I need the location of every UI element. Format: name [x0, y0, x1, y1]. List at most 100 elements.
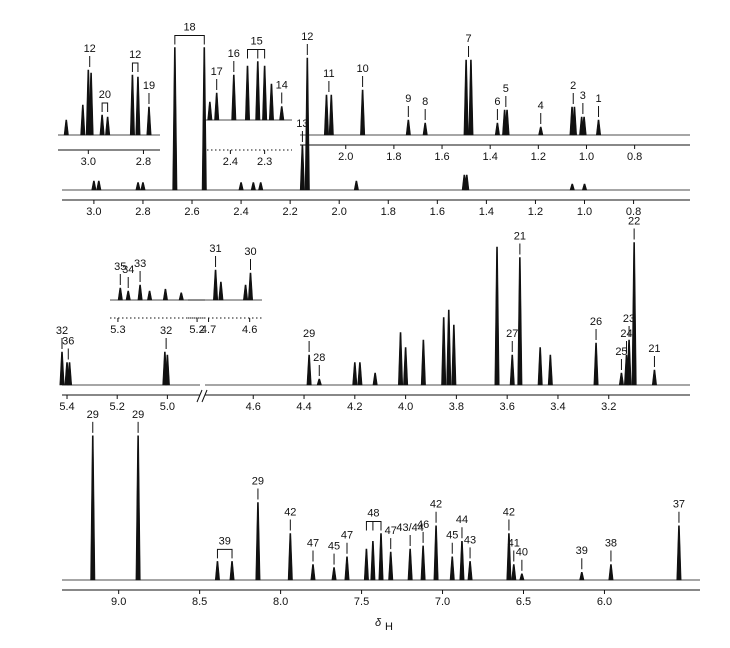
x-tick-label: 2.6: [184, 206, 199, 218]
peak-label: 36: [62, 335, 74, 347]
x-axis-label-sub: H: [385, 621, 393, 633]
peak-label: 43: [464, 534, 476, 546]
x-tick-label: 2.8: [136, 156, 151, 168]
peak: [571, 106, 577, 136]
peak-label: 18: [183, 21, 195, 33]
peak-label: 22: [628, 215, 640, 227]
peak: [238, 182, 244, 191]
peak: [626, 339, 632, 386]
peak: [96, 180, 102, 191]
peak: [243, 284, 249, 301]
x-tick-label: 6.5: [516, 596, 531, 608]
peak: [255, 61, 261, 121]
x-tick-label: 4.4: [296, 401, 311, 413]
peak: [459, 540, 465, 581]
peak-label: 26: [590, 316, 602, 328]
peak-label: 30: [244, 246, 256, 258]
break-mark: [196, 389, 203, 403]
peak: [178, 292, 184, 301]
x-tick-label: 3.2: [601, 401, 616, 413]
peak: [451, 324, 457, 386]
peak: [247, 272, 254, 301]
peak: [579, 571, 585, 581]
x-tick-label: 7.5: [354, 596, 369, 608]
x-tick-label: 3.0: [81, 156, 96, 168]
peak: [201, 47, 207, 191]
x-tick-label: 4.6: [242, 324, 257, 336]
peak: [547, 354, 553, 386]
peak: [279, 106, 285, 121]
peak-label: 32: [160, 325, 172, 337]
peak-label: 33: [134, 258, 146, 270]
peak: [299, 144, 305, 191]
peak: [360, 89, 366, 136]
peak-label: 12: [84, 43, 96, 55]
peak: [316, 378, 322, 386]
peak: [67, 362, 73, 386]
peak: [494, 246, 500, 386]
peak-label: 42: [284, 506, 296, 518]
peak-label: 45: [446, 530, 458, 542]
peak-label: 13: [296, 118, 308, 130]
x-tick-label: 1.0: [577, 206, 592, 218]
peak-label: 42: [503, 506, 515, 518]
x-tick-label: 2.0: [338, 151, 353, 163]
peak: [268, 83, 274, 121]
x-tick-label: 1.4: [483, 151, 498, 163]
peak: [537, 347, 543, 386]
peak: [214, 92, 220, 121]
x-tick-label: 3.6: [500, 401, 515, 413]
peak-label: 15: [251, 35, 263, 47]
peak: [618, 372, 624, 386]
peak: [162, 288, 168, 301]
peak-label: 32: [56, 325, 68, 337]
peak-label: 21: [514, 230, 526, 242]
peak-label: 25: [615, 346, 627, 358]
peak-label: 1: [595, 93, 601, 105]
peak: [372, 372, 378, 386]
peak-label: 11: [323, 68, 334, 80]
peak: [262, 65, 268, 121]
x-tick-label: 8.0: [273, 596, 288, 608]
peak-label: 29: [303, 328, 315, 340]
x-tick-label: 1.8: [386, 151, 401, 163]
peak-label: 12: [301, 31, 313, 43]
peak: [90, 435, 96, 581]
peak: [306, 354, 312, 386]
peak: [105, 116, 111, 136]
peak-label: 46: [417, 519, 429, 531]
x-tick-label: 5.4: [59, 401, 74, 413]
x-tick-label: 1.0: [579, 151, 594, 163]
peak: [129, 74, 135, 136]
peak: [164, 354, 170, 386]
peak: [147, 290, 153, 301]
peak: [304, 57, 310, 191]
peak-label: 7: [465, 33, 471, 45]
peak: [229, 561, 235, 581]
peak: [363, 548, 369, 581]
peak: [569, 183, 575, 191]
peak: [255, 502, 261, 581]
x-tick-label: 4.6: [246, 401, 261, 413]
peak-label: 47: [307, 537, 319, 549]
peak-label: 5: [503, 83, 509, 95]
x-tick-label: 2.2: [282, 206, 297, 218]
peak: [405, 119, 411, 136]
peak-label: 17: [211, 66, 223, 78]
break-mark: [201, 389, 208, 403]
peak: [244, 65, 251, 121]
peak: [231, 74, 237, 121]
peak: [519, 573, 525, 581]
peak: [467, 561, 473, 581]
peak: [328, 94, 334, 136]
peak-label: 35: [114, 261, 126, 273]
peak: [172, 47, 178, 191]
peak: [468, 59, 474, 136]
peak: [446, 309, 452, 386]
peak: [213, 269, 219, 301]
peak-label: 43/44: [396, 522, 424, 534]
peak-label: 29: [132, 409, 144, 421]
peak-label: 23: [623, 313, 635, 325]
peak-label: 40: [516, 547, 528, 559]
